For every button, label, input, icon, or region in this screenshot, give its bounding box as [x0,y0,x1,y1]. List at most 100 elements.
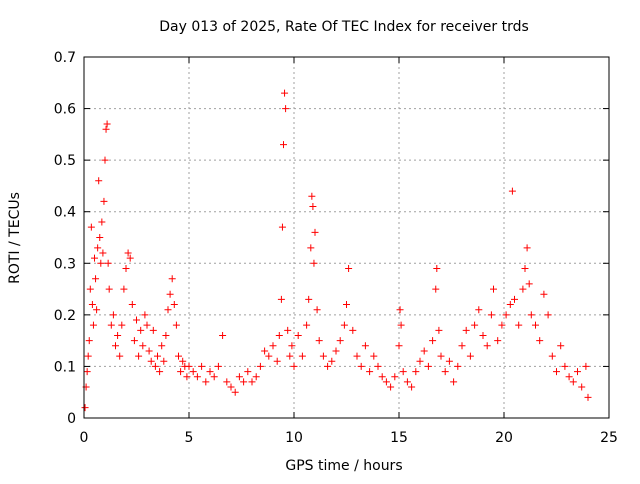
data-point [432,285,440,293]
data-point [332,347,340,355]
data-point [429,337,437,345]
data-point [349,326,357,334]
data-point [313,306,321,314]
data-point [95,177,103,185]
data-point [164,306,172,314]
data-point [137,326,145,334]
data-point [353,352,361,360]
y-tick-label: 0.1 [54,359,76,375]
data-point [466,352,474,360]
data-point [128,301,136,309]
data-point [160,357,168,365]
data-point [240,378,248,386]
data-point [319,352,327,360]
data-point [269,342,277,350]
data-point [370,352,378,360]
data-point [416,357,424,365]
data-point [275,331,283,339]
data-point [135,352,143,360]
data-point [511,295,518,303]
data-point [281,89,289,97]
data-point [437,352,445,360]
data-point [445,357,453,365]
y-tick-label: 0.4 [54,205,76,221]
data-point [145,347,153,355]
data-point [544,311,552,319]
data-point [412,368,420,376]
data-point [85,337,93,345]
data-point [366,368,374,376]
x-tick-label: 25 [600,430,618,446]
data-point [185,362,193,370]
data-point [565,373,573,381]
data-point [99,249,107,257]
data-point [102,125,110,133]
data-point [308,192,316,200]
data-point [183,373,191,381]
data-point [147,357,155,365]
data-point [290,362,298,370]
data-point [408,383,416,391]
data-point [458,342,466,350]
data-point [391,373,399,381]
data-point [130,337,138,345]
data-point [424,362,432,370]
data-point [483,342,491,350]
data-point [84,352,92,360]
data-point [109,311,117,319]
data-point [86,285,94,293]
data-point [97,259,105,267]
data-point [288,342,296,350]
data-point [584,393,592,401]
data-point [175,352,182,360]
data-point [494,337,502,345]
data-point [265,352,273,360]
data-point [158,342,166,350]
data-point [282,105,290,113]
data-point [294,331,302,339]
data-point [235,373,243,381]
data-point [519,285,527,293]
data-point [475,306,483,314]
data-point [280,141,287,149]
data-point [210,373,218,381]
data-point [450,378,458,386]
data-point [527,311,535,319]
data-point [81,404,89,412]
data-point [83,368,91,376]
data-point [141,311,149,319]
data-point [227,383,235,391]
data-point [104,259,112,267]
data-point [403,378,411,386]
data-point [523,244,531,252]
data-point [490,285,497,293]
data-point [532,321,539,329]
data-point [154,352,161,360]
data-point [399,368,407,376]
data-point [172,321,180,329]
data-point [441,368,449,376]
data-point [248,378,256,386]
data-point [189,368,197,376]
data-point [168,275,176,283]
data-point [357,362,365,370]
data-point [471,321,479,329]
data-point [479,331,487,339]
data-point [252,373,260,381]
data-point [116,352,124,360]
data-point [244,368,252,376]
data-point [273,357,281,365]
data-point [198,362,206,370]
data-point [310,259,318,267]
data-point [378,373,386,381]
data-point [103,120,111,128]
data-point [277,295,285,303]
data-point [219,331,227,339]
data-point [202,378,210,386]
data-point [433,264,441,272]
data-point [328,357,336,365]
data-point [88,301,96,309]
data-point [193,373,201,381]
data-point [98,218,106,226]
